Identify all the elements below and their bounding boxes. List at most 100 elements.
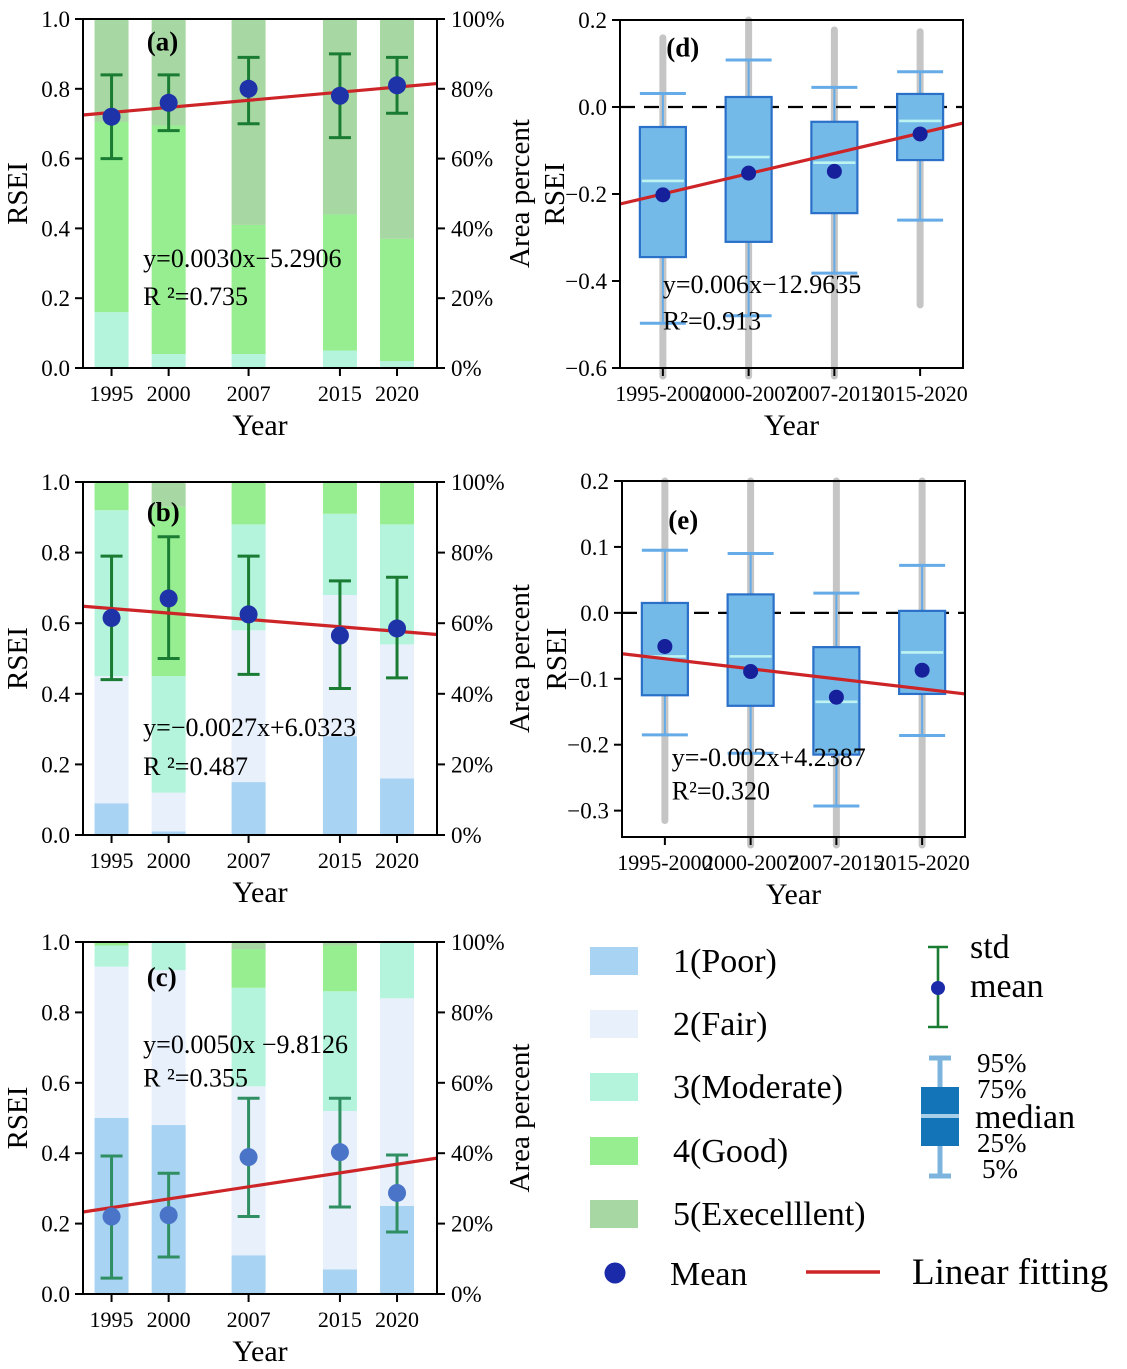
bar-segment-good: [231, 949, 266, 988]
y-tick-label: 1.0: [41, 7, 70, 32]
x-tick-label: 2015-2020: [874, 850, 969, 875]
right-tick-label: 0%: [451, 823, 482, 848]
plot-border: [82, 481, 438, 836]
legend-swatch-excellent: [590, 1200, 638, 1228]
y-axis-label: RSEI: [541, 628, 573, 691]
box: [726, 593, 775, 707]
y-tick-label: 0.1: [580, 535, 609, 560]
right-tick-label: 0%: [451, 1282, 482, 1307]
bar-segment-moderate: [231, 354, 266, 368]
x-tick-label: 2015: [318, 848, 362, 873]
fit-line: [82, 1156, 438, 1214]
mean-dot: [914, 662, 930, 678]
bar-segment-excellent: [231, 942, 266, 950]
bar-segment-moderate: [380, 942, 415, 999]
x-tick-label: 2000: [147, 848, 191, 873]
fit-equation: y=0.0050x −9.8126: [143, 1030, 348, 1059]
y-tick-label: 0.2: [580, 469, 609, 494]
legend-label-fair: 2(Fair): [673, 1006, 767, 1043]
y-tick-label: 0.2: [578, 8, 607, 33]
bar-segment-moderate: [231, 987, 266, 1087]
y-tick-label: 0.6: [41, 611, 70, 636]
legend-label-excellent: 5(Execelllent): [673, 1196, 866, 1233]
y-axis-label: RSEI: [2, 162, 34, 225]
x-tick-label: 2007-2015: [789, 850, 884, 875]
right-tick-label: 60%: [451, 1071, 493, 1096]
legend: 1(Poor) 2(Fair) 3(Moderate) 4(Good) 5(Execel…: [590, 929, 1108, 1293]
right-axis-label: Area percent: [504, 119, 536, 268]
x-tick-label: 2007-2015: [787, 381, 882, 406]
fit-equation: y=−0.0027x+6.0323: [143, 713, 356, 742]
fit-r-squared: R ²=0.487: [143, 752, 248, 781]
bar-segment-good: [380, 238, 415, 362]
legend-label-moderate: 3(Moderate): [673, 1069, 843, 1106]
y-tick-label: −0.1: [567, 667, 609, 692]
mean-dot: [330, 1143, 349, 1162]
x-tick-label: 1995-2000: [615, 381, 710, 406]
fit-r-squared: R²=0.320: [672, 777, 770, 806]
panel-letter: (a): [147, 26, 178, 56]
bar-segment-good: [322, 214, 357, 351]
y-tick-label: 0.0: [41, 356, 70, 381]
legend-swatch-moderate: [590, 1073, 638, 1101]
mean-dot: [657, 638, 673, 654]
bar-segment-poor: [94, 803, 129, 835]
mean-dot: [828, 689, 844, 705]
x-tick-label: 2020: [375, 381, 419, 406]
y-tick-label: 1.0: [41, 470, 70, 495]
legend-swatch-poor: [590, 947, 638, 975]
fit-line: [82, 81, 438, 117]
x-tick-label: 2000-2007: [703, 850, 798, 875]
plot-border: [82, 941, 438, 1295]
x-tick-label: 2020: [375, 848, 419, 873]
bar-segment-good: [231, 482, 266, 525]
x-tick-label: 1995: [90, 381, 134, 406]
y-tick-label: 0.8: [41, 77, 70, 102]
legend-swatch-fair: [590, 1010, 638, 1038]
bar-segment-good: [94, 942, 129, 946]
x-tick-label: 2007: [227, 381, 271, 406]
right-tick-label: 40%: [451, 216, 493, 241]
plot-border: [82, 18, 438, 369]
y-tick-label: 0.2: [41, 1212, 70, 1237]
legend-std-mean-label: mean: [970, 968, 1044, 1005]
y-tick-label: 0.0: [41, 1282, 70, 1307]
x-tick-label: 1995: [90, 1307, 134, 1332]
bar-segment-moderate: [380, 361, 415, 368]
legend-std-mean-dot: [931, 981, 945, 995]
panel-b: 1.0 0.8 0.6 0.4 0.2 0.0 RSEI 100% 80% 60% 40% 20% 0%…: [2, 470, 536, 909]
x-tick-label: 2020: [375, 1307, 419, 1332]
legend-label-poor: 1(Poor): [673, 943, 777, 980]
y-tick-label: 1.0: [41, 930, 70, 955]
y-tick-label: −0.2: [567, 733, 609, 758]
mean-dot: [330, 86, 349, 105]
legend-fit-label: Linear fitting: [912, 1252, 1108, 1293]
mean-dot: [159, 93, 178, 112]
y-tick-label: 0.8: [41, 1000, 70, 1025]
right-tick-label: 60%: [451, 611, 493, 636]
panel-letter: (d): [666, 33, 699, 63]
mean-dot: [102, 1207, 121, 1226]
bar-segment-poor: [231, 1255, 266, 1294]
right-tick-label: 20%: [451, 752, 493, 777]
mean-dot: [388, 619, 407, 638]
legend-label-good: 4(Good): [673, 1133, 788, 1170]
right-axis-label: Area percent: [504, 584, 536, 733]
mean-dot: [239, 605, 258, 624]
y-tick-label: 0.4: [41, 216, 70, 241]
bar-segment-excellent: [151, 482, 186, 507]
mean-dot: [743, 664, 759, 680]
bar-segment-excellent: [380, 19, 415, 239]
fit-equation: y=-0.002x+4.2387: [672, 743, 866, 772]
fit-line: [82, 604, 438, 637]
fit-line: [621, 652, 966, 696]
mean-dot: [655, 187, 671, 203]
x-tick-label: 1995-2000: [617, 850, 712, 875]
right-tick-label: 100%: [451, 7, 505, 32]
x-tick-label: 2015: [318, 381, 362, 406]
right-axis-label: Area percent: [504, 1044, 536, 1193]
bar-segment-poor: [380, 778, 415, 835]
bar-segment-good: [380, 482, 415, 525]
mean-dot: [330, 626, 349, 645]
